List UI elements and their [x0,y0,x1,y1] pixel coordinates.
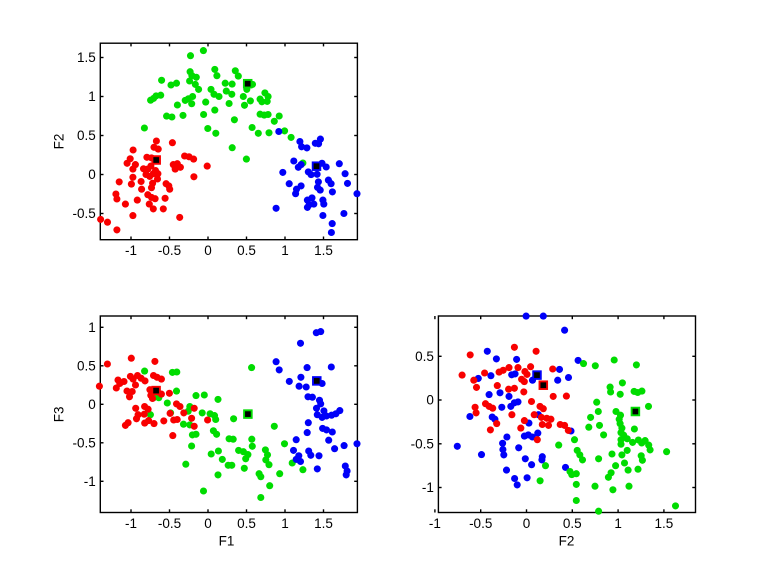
svg-text:-0.5: -0.5 [73,436,96,451]
svg-text:-1: -1 [429,516,441,531]
svg-text:F2: F2 [559,534,575,549]
svg-text:0: 0 [204,243,212,258]
svg-text:0: 0 [426,393,434,408]
svg-text:-1: -1 [422,480,434,495]
svg-text:1: 1 [88,320,96,335]
svg-text:-0.5: -0.5 [158,516,181,531]
svg-text:F2: F2 [52,134,67,150]
svg-text:-0.5: -0.5 [411,437,434,452]
svg-text:1.5: 1.5 [314,243,333,258]
svg-text:-0.5: -0.5 [469,516,492,531]
svg-text:-1: -1 [125,243,137,258]
svg-text:1.5: 1.5 [655,516,674,531]
svg-text:1.5: 1.5 [314,516,333,531]
svg-text:-1: -1 [125,516,137,531]
svg-text:0: 0 [88,167,96,182]
svg-text:F3: F3 [52,406,67,422]
svg-text:0.5: 0.5 [77,359,96,374]
svg-text:1: 1 [281,516,289,531]
svg-text:-1: -1 [84,474,96,489]
svg-text:0.5: 0.5 [237,243,256,258]
svg-text:1.5: 1.5 [77,50,96,65]
svg-text:0.5: 0.5 [77,128,96,143]
svg-text:1: 1 [614,516,622,531]
svg-text:-0.5: -0.5 [73,206,96,221]
svg-text:1: 1 [281,243,289,258]
svg-text:F1: F1 [219,534,235,549]
svg-text:0.5: 0.5 [563,516,582,531]
svg-text:-0.5: -0.5 [158,243,181,258]
svg-text:0.5: 0.5 [237,516,256,531]
svg-text:0: 0 [204,516,212,531]
svg-text:1: 1 [88,89,96,104]
svg-text:0: 0 [88,397,96,412]
svg-text:0.5: 0.5 [415,349,434,364]
svg-text:0: 0 [523,516,531,531]
